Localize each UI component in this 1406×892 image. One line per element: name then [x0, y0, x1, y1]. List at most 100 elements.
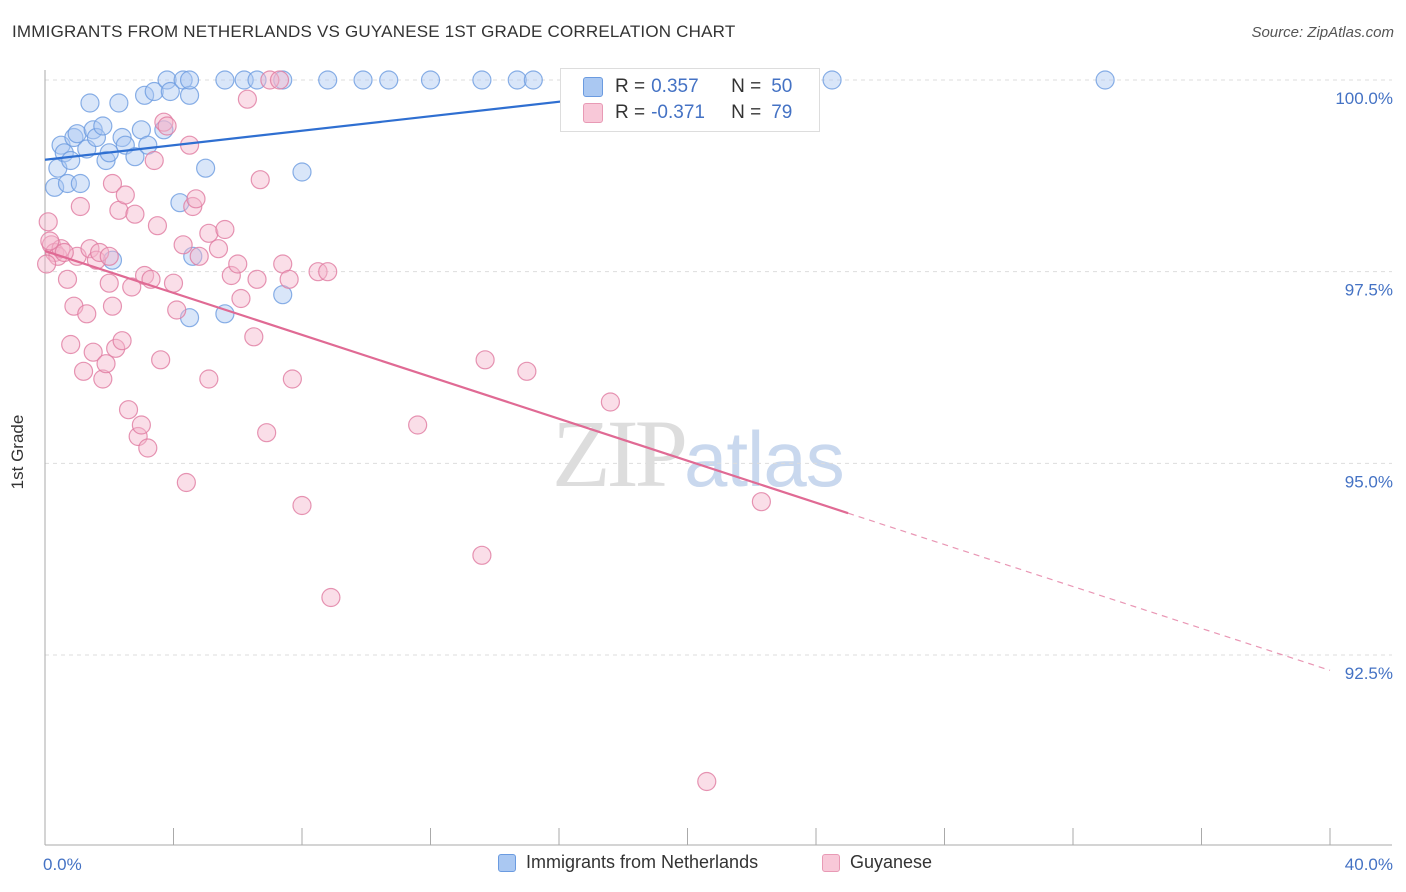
guyanese-point [90, 242, 110, 263]
guyanese-point [138, 438, 158, 458]
guyanese-point [131, 415, 151, 435]
guyanese-point [115, 185, 135, 205]
guyanese-point [86, 250, 107, 270]
chart-title: IMMIGRANTS FROM NETHERLANDS VS GUYANESE … [12, 22, 736, 41]
netherlands-point [215, 70, 235, 90]
netherlands-point [353, 70, 373, 90]
guyanese-point [292, 495, 312, 516]
corr-n-label: N = [731, 102, 762, 123]
netherlands-point [523, 70, 543, 90]
guyanese-point [186, 189, 206, 209]
trend-line-guyanese-extension [847, 512, 1331, 671]
corr-r-label: R = [615, 102, 646, 123]
guyanese-point [189, 246, 209, 266]
guyanese-point [57, 269, 78, 289]
legend-label-guyanese: Guyanese [850, 852, 933, 872]
series-legend: Immigrants from Netherlands Guyanese [0, 852, 1406, 878]
netherlands-point [379, 70, 399, 90]
trend-line-guyanese [44, 249, 849, 515]
guyanese-point [80, 239, 100, 259]
legend-swatch-guyanese [822, 853, 840, 872]
guyanese-point [112, 331, 132, 351]
guyanese-point [244, 327, 264, 347]
y-tick-label: 92.5% [1345, 664, 1393, 683]
guyanese-point [96, 354, 116, 374]
y-tick-label: 95.0% [1345, 472, 1393, 491]
guyanese-point [183, 196, 203, 217]
legend-label-netherlands: Immigrants from Netherlands [526, 852, 759, 872]
guyanese-point [122, 277, 142, 297]
netherlands-point [472, 70, 492, 90]
guyanese-point [106, 338, 126, 358]
tick-labels: 100.0% 97.5% 95.0% 92.5% 0.0% 40.0% [43, 89, 1393, 874]
guyanese-point [83, 342, 103, 362]
netherlands-point [157, 70, 177, 90]
netherlands-point [507, 70, 527, 90]
chart-source: Source: ZipAtlas.com [1251, 24, 1394, 41]
guyanese-point [269, 70, 290, 90]
netherlands-point [196, 158, 216, 178]
guyanese-point [321, 587, 341, 608]
corr-r-label: R = [615, 76, 646, 97]
netherlands-point [96, 150, 116, 171]
guyanese-point [250, 170, 270, 190]
guyanese-point [517, 361, 537, 381]
guyanese-point [99, 273, 119, 293]
correlation-legend: R = 0.357 N = 50 R = -0.371 N = 79 [560, 68, 820, 132]
guyanese-point [99, 246, 119, 266]
corr-r-value-netherlands: 0.357 [651, 76, 699, 97]
netherlands-point [318, 70, 338, 90]
guyanese-point [237, 89, 257, 109]
guyanese-point [118, 400, 139, 420]
corr-row-netherlands: R = 0.357 N = 50 [583, 74, 792, 100]
legend-item-guyanese[interactable]: Guyanese [822, 852, 932, 873]
guyanese-point [125, 204, 145, 224]
guyanese-point [199, 223, 219, 243]
guyanese-point [151, 350, 171, 370]
guyanese-point [77, 304, 97, 324]
corr-n-value-guyanese: 79 [771, 102, 793, 123]
corr-n-value-netherlands: 50 [771, 76, 793, 97]
guyanese-point [247, 269, 267, 289]
guyanese-point [221, 265, 241, 286]
guyanese-point [102, 173, 123, 194]
guyanese-point [199, 369, 219, 389]
guyanese-point [70, 196, 90, 217]
guyanese-point [279, 269, 299, 289]
guyanese-point [157, 116, 177, 136]
netherlands-point [170, 193, 190, 213]
watermark: ZIPatlas [552, 398, 845, 509]
netherlands-point [61, 150, 81, 171]
guyanese-point [697, 771, 717, 792]
corr-swatch-netherlands [583, 77, 603, 97]
guyanese-point [408, 415, 428, 435]
guyanese-point [308, 262, 328, 282]
legend-swatch-netherlands [498, 853, 516, 872]
y-tick-label: 97.5% [1345, 281, 1393, 300]
guyanese-point [228, 254, 248, 274]
guyanese-point [73, 361, 94, 381]
data-points [37, 70, 1115, 792]
corr-n-label: N = [731, 76, 762, 97]
netherlands-point [822, 70, 842, 90]
netherlands-point [179, 85, 200, 105]
netherlands-point [67, 124, 87, 144]
legend-item-netherlands[interactable]: Immigrants from Netherlands [498, 852, 758, 873]
netherlands-point [160, 81, 180, 102]
watermark-atlas: atlas [684, 415, 845, 503]
netherlands-point [93, 116, 113, 136]
guyanese-point [163, 273, 184, 293]
netherlands-point [179, 70, 200, 90]
netherlands-point [134, 85, 155, 105]
guyanese-point [215, 219, 235, 240]
netherlands-point [144, 81, 164, 102]
trend-lines [44, 78, 1331, 671]
x-tick-label-left: 0.0% [43, 855, 82, 874]
guyanese-point [93, 369, 113, 389]
netherlands-point [292, 162, 312, 182]
guyanese-point [751, 492, 771, 512]
corr-swatch-guyanese [583, 103, 603, 123]
guyanese-point [318, 262, 338, 282]
guyanese-point [37, 254, 57, 274]
netherlands-point [109, 93, 129, 113]
